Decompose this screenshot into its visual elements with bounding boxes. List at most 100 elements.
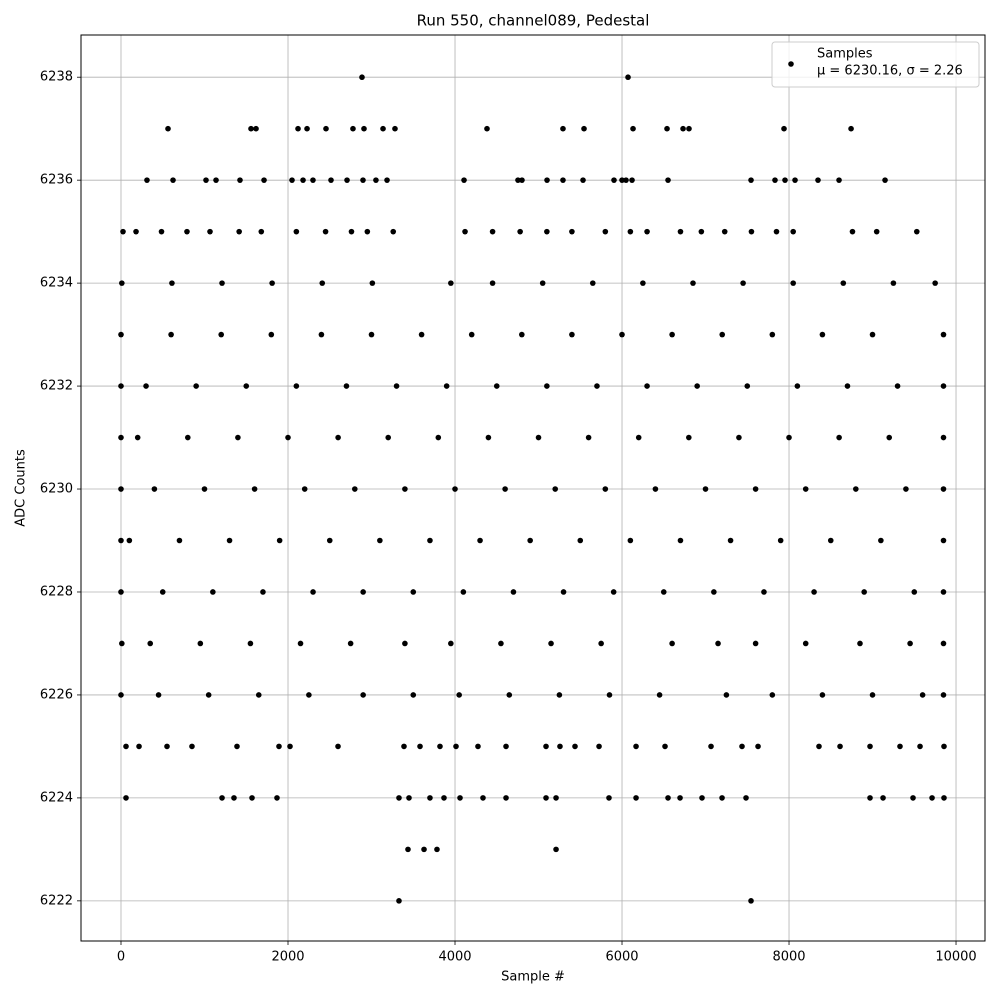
point [158, 228, 165, 235]
point [560, 589, 567, 595]
point [364, 228, 371, 235]
point [260, 589, 266, 595]
point [748, 177, 754, 183]
point [460, 589, 467, 595]
point [878, 537, 884, 544]
point [406, 795, 412, 801]
point [502, 486, 508, 492]
point [427, 795, 433, 801]
point [323, 125, 329, 132]
point [819, 692, 826, 698]
x-tick-label: 8000 [772, 950, 805, 965]
point [644, 383, 650, 389]
point [669, 331, 675, 338]
point [205, 692, 212, 698]
point [677, 228, 684, 235]
point [402, 486, 408, 492]
point [556, 692, 563, 698]
point [306, 692, 312, 698]
point [686, 434, 692, 441]
point [255, 692, 262, 698]
point [276, 537, 283, 544]
point [773, 228, 780, 235]
point [203, 177, 209, 183]
point [261, 177, 267, 183]
point [929, 795, 935, 801]
point [123, 743, 129, 750]
point [310, 589, 316, 595]
point [443, 383, 450, 389]
point [940, 640, 947, 647]
x-tick-label: 4000 [438, 950, 471, 965]
point [251, 486, 258, 492]
point [168, 331, 174, 338]
point [761, 589, 767, 595]
point [147, 640, 154, 647]
point [396, 795, 402, 801]
point [118, 692, 124, 698]
point [819, 331, 826, 338]
point [350, 125, 356, 132]
point [352, 486, 358, 492]
point [118, 434, 124, 441]
point [596, 743, 602, 750]
point [475, 743, 481, 750]
point [123, 795, 129, 801]
point [886, 434, 893, 441]
point [410, 692, 417, 698]
point [857, 640, 863, 647]
point [126, 537, 133, 544]
point [837, 743, 843, 750]
point [585, 434, 592, 441]
point [941, 795, 947, 801]
point [849, 228, 856, 235]
point [143, 383, 149, 389]
point [919, 692, 926, 698]
point [694, 383, 700, 389]
point [602, 486, 609, 492]
point [348, 228, 355, 235]
point [503, 795, 509, 801]
point [897, 743, 903, 750]
point [660, 589, 667, 595]
point [295, 125, 301, 132]
point [118, 383, 124, 389]
point [907, 640, 913, 647]
point [144, 177, 150, 183]
point [790, 228, 796, 235]
point [932, 280, 938, 286]
point [589, 280, 596, 286]
point [485, 434, 492, 441]
point [848, 125, 854, 132]
y-tick-label: 6238 [40, 70, 73, 85]
point [867, 743, 873, 750]
point [664, 125, 670, 132]
point [543, 795, 549, 801]
point [489, 228, 496, 235]
point [736, 434, 742, 441]
point [287, 743, 293, 750]
point [169, 280, 175, 286]
point [118, 589, 124, 595]
point [816, 743, 822, 750]
point [581, 125, 587, 132]
point [448, 640, 454, 647]
point [159, 589, 166, 595]
point [752, 486, 759, 492]
point [452, 486, 458, 492]
point [827, 537, 834, 544]
point [360, 692, 366, 698]
point [519, 177, 525, 183]
point [510, 589, 517, 595]
point [136, 743, 142, 750]
point [619, 331, 625, 338]
point [207, 228, 213, 235]
point [437, 743, 443, 750]
point [890, 280, 897, 286]
point [560, 125, 566, 132]
point [377, 537, 383, 544]
point [911, 589, 918, 595]
point [402, 640, 408, 647]
legend-box [771, 41, 980, 88]
